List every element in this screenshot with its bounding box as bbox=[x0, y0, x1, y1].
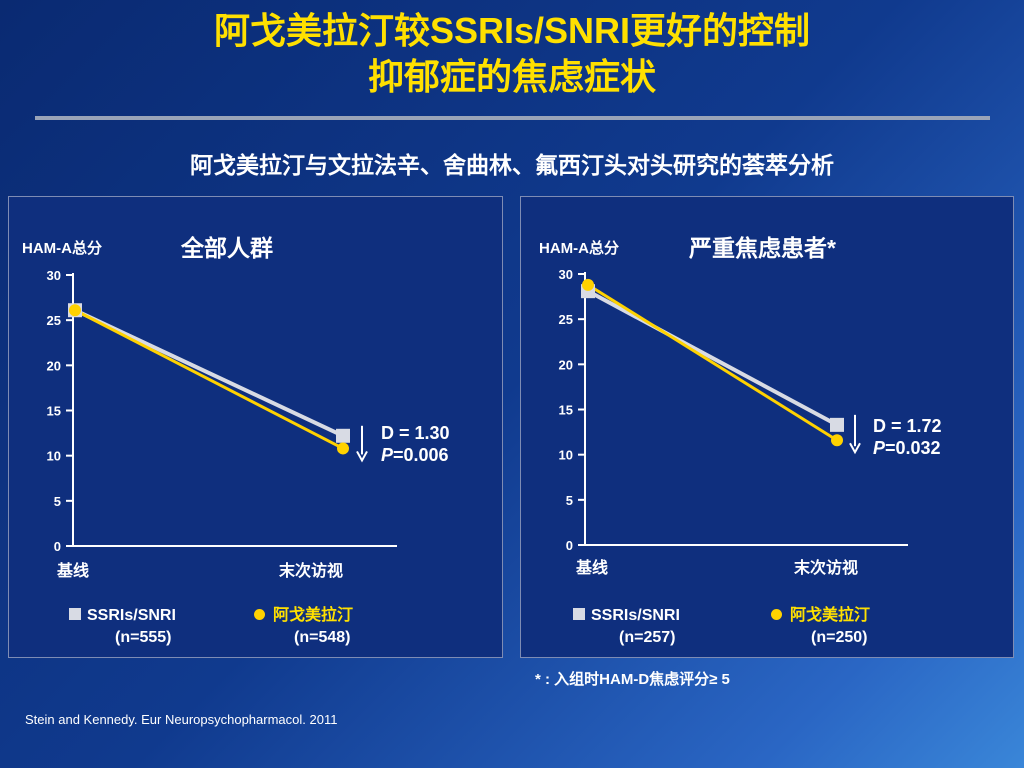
x-category-label: 基线 bbox=[56, 561, 89, 580]
legend-agomelatine-name: 阿戈美拉汀 bbox=[790, 607, 871, 624]
chart-panel-severe-anxiety: 0 5 10 15 20 25 30 基线 末次访视 HAM-A总分 严重焦虑患者* D = 1… bbox=[520, 196, 1014, 658]
difference-annotation: D = 1.30 P=0.006 bbox=[381, 422, 450, 466]
legend-agomelatine-name: 阿戈美拉汀 bbox=[273, 607, 354, 624]
difference-label: D = 1.72 bbox=[873, 416, 942, 436]
citation: Stein and Kennedy. Eur Neuropsychopharma… bbox=[25, 712, 338, 727]
legend-ssri-name: SSRIs/SNRI bbox=[591, 607, 680, 624]
y-tick-label: 5 bbox=[54, 494, 61, 509]
p-symbol: P bbox=[873, 438, 886, 458]
slide-subtitle: 阿戈美拉汀与文拉法辛、舍曲林、氟西汀头对头研究的荟萃分析 bbox=[190, 152, 834, 178]
legend-ssri-name: SSRIs/SNRI bbox=[87, 607, 176, 624]
y-tick-label: 15 bbox=[47, 404, 61, 419]
legend-ssri: SSRIs/SNRI (n=555) bbox=[69, 605, 176, 649]
x-category-label: 末次访视 bbox=[794, 558, 858, 577]
y-tick-label: 10 bbox=[559, 448, 573, 463]
p-value: =0.032 bbox=[885, 438, 941, 458]
title-line-1: 阿戈美拉汀较SSRIs/SNRI更好的控制 bbox=[213, 10, 811, 51]
chart-panel-all-patients: 0 5 10 15 20 25 30 基线 末次访视 HAM-A总分 全部人群 D = 1.30… bbox=[8, 196, 503, 658]
title-divider bbox=[35, 116, 990, 120]
chart-title: 全部人群 bbox=[181, 235, 273, 261]
p-value-label: P=0.006 bbox=[381, 444, 450, 466]
legend-ssri-n: (n=257) bbox=[619, 629, 676, 646]
data-point-agomelatine bbox=[582, 278, 594, 291]
square-marker-icon bbox=[69, 608, 81, 620]
series-line-agomelatine bbox=[587, 283, 838, 442]
legend-agomelatine-n: (n=548) bbox=[294, 629, 351, 646]
series-line-agomelatine bbox=[74, 308, 344, 450]
y-tick-label: 10 bbox=[47, 449, 61, 464]
y-axis-label: HAM-A总分 bbox=[22, 240, 102, 257]
y-axis-label: HAM-A总分 bbox=[539, 240, 619, 257]
x-category-label: 基线 bbox=[575, 558, 608, 577]
y-tick-label: 15 bbox=[559, 403, 573, 418]
chart-all-patients: 0 5 10 15 20 25 30 基线 末次访视 bbox=[47, 268, 397, 580]
legend-ssri-n: (n=555) bbox=[115, 629, 172, 646]
p-value-label: P=0.032 bbox=[873, 437, 942, 459]
data-point-agomelatine bbox=[69, 304, 81, 317]
legend-agomelatine-n: (n=250) bbox=[811, 629, 868, 646]
circle-marker-icon bbox=[254, 609, 265, 620]
data-point-ssri bbox=[830, 417, 844, 432]
difference-label: D = 1.30 bbox=[381, 423, 450, 443]
legend-agomelatine: 阿戈美拉汀 (n=548) bbox=[254, 605, 353, 649]
legend-agomelatine: 阿戈美拉汀 (n=250) bbox=[771, 605, 870, 649]
difference-annotation: D = 1.72 P=0.032 bbox=[873, 415, 942, 459]
y-tick-label: 5 bbox=[566, 493, 573, 508]
footnote: * : 入组时HAM-D焦虑评分≥ 5 bbox=[535, 671, 730, 688]
series-line-ssri bbox=[587, 289, 838, 427]
y-tick-label: 0 bbox=[566, 538, 573, 553]
data-point-agomelatine bbox=[831, 434, 843, 447]
y-tick-label: 20 bbox=[47, 358, 61, 373]
legend-ssri: SSRIs/SNRI (n=257) bbox=[573, 605, 680, 649]
square-marker-icon bbox=[573, 608, 585, 620]
y-tick-label: 25 bbox=[47, 313, 61, 328]
data-point-ssri bbox=[336, 428, 350, 443]
slide-title: 阿戈美拉汀较SSRIs/SNRI更好的控制 抑郁症的焦虑症状 bbox=[0, 8, 1024, 100]
y-tick-label: 25 bbox=[559, 312, 573, 327]
x-category-label: 末次访视 bbox=[279, 561, 343, 580]
p-symbol: P bbox=[381, 445, 394, 465]
y-tick-label: 0 bbox=[54, 539, 61, 554]
circle-marker-icon bbox=[771, 609, 782, 620]
y-tick-label: 30 bbox=[47, 268, 61, 283]
y-tick-label: 20 bbox=[559, 357, 573, 372]
data-point-agomelatine bbox=[337, 442, 349, 455]
series-line-ssri bbox=[74, 308, 344, 438]
title-line-2: 抑郁症的焦虑症状 bbox=[367, 56, 656, 97]
down-arrow-icon bbox=[356, 450, 368, 463]
y-tick-label: 30 bbox=[559, 267, 573, 282]
chart-severe-anxiety: 0 5 10 15 20 25 30 基线 末次访视 bbox=[559, 267, 908, 577]
down-arrow-icon bbox=[849, 442, 861, 455]
chart-title: 严重焦虑患者* bbox=[689, 235, 836, 261]
p-value: =0.006 bbox=[393, 445, 449, 465]
